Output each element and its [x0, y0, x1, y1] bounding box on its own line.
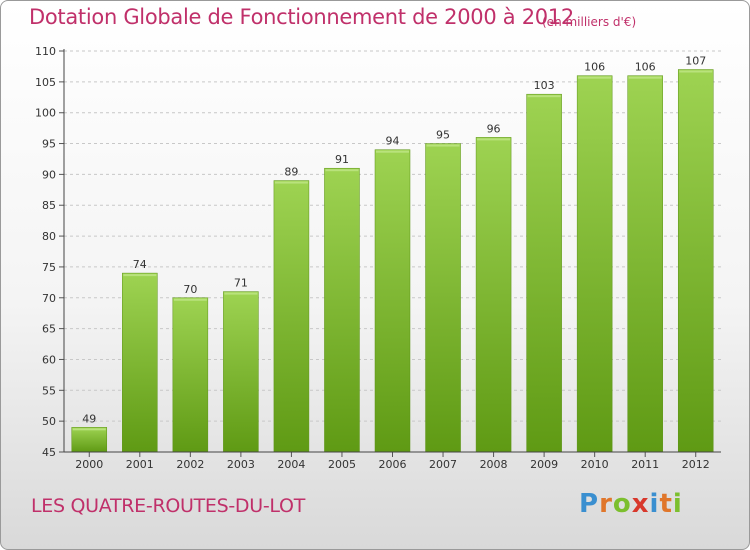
bar-2006 — [374, 149, 411, 453]
value-label: 95 — [436, 129, 450, 142]
bar-highlight — [578, 76, 612, 79]
y-tick-label: 95 — [42, 138, 56, 151]
bar-2012 — [677, 69, 714, 453]
bar-highlight — [224, 292, 258, 295]
value-label: 70 — [183, 283, 197, 296]
y-tick-label: 65 — [42, 323, 56, 336]
value-label: 49 — [82, 412, 96, 425]
bar-highlight — [376, 150, 409, 153]
y-tick-label: 45 — [42, 446, 56, 459]
bar-highlight — [679, 70, 713, 73]
y-tick-label: 80 — [42, 230, 56, 243]
value-label: 106 — [635, 61, 656, 74]
bar-2010 — [576, 75, 613, 453]
bar-2005 — [324, 167, 360, 453]
x-tick-label: 2000 — [75, 458, 103, 471]
value-label: 91 — [335, 153, 349, 166]
x-tick-label: 2002 — [176, 458, 204, 471]
x-tick-label: 2012 — [682, 458, 710, 471]
commune-name: LES QUATRE-ROUTES-DU-LOT — [31, 495, 305, 517]
bar-2007 — [425, 143, 461, 453]
y-tick-label: 70 — [42, 292, 56, 305]
proxiti-logo: Proxiti — [579, 489, 683, 519]
value-label: 106 — [584, 61, 605, 74]
bar-highlight — [527, 95, 561, 98]
bar-highlight — [173, 298, 207, 301]
y-tick-label: 90 — [42, 168, 56, 181]
bar-highlight — [426, 144, 460, 147]
bar-2008 — [475, 137, 512, 453]
bar-2011 — [627, 75, 663, 453]
chart-title: Dotation Globale de Fonctionnement de 20… — [29, 5, 574, 29]
bar-highlight — [274, 181, 308, 184]
x-tick-label: 2004 — [277, 458, 305, 471]
x-tick-label: 2006 — [379, 458, 407, 471]
y-tick-label: 55 — [42, 384, 56, 397]
bar-2003 — [223, 291, 259, 453]
x-tick-label: 2010 — [581, 458, 609, 471]
y-tick-label: 60 — [42, 353, 56, 366]
y-tick-label: 85 — [42, 199, 56, 212]
value-label: 103 — [534, 79, 555, 92]
x-tick-label: 2003 — [227, 458, 255, 471]
value-label: 96 — [487, 122, 501, 135]
x-tick-label: 2007 — [429, 458, 457, 471]
bar-highlight — [72, 428, 106, 431]
value-label: 94 — [386, 135, 400, 148]
y-tick-label: 110 — [35, 45, 56, 58]
y-tick-label: 100 — [35, 107, 56, 120]
bar-highlight — [325, 169, 359, 172]
value-label: 74 — [133, 258, 147, 271]
bar-2001 — [122, 272, 158, 453]
bar-2009 — [526, 93, 562, 453]
bar-highlight — [123, 274, 157, 277]
y-tick-label: 50 — [42, 415, 56, 428]
bar-2004 — [273, 180, 310, 453]
x-tick-label: 2005 — [328, 458, 356, 471]
bar-highlight — [477, 138, 511, 141]
value-label: 89 — [284, 166, 298, 179]
value-label: 107 — [685, 55, 706, 68]
value-label: 71 — [234, 277, 248, 290]
bar-highlight — [628, 76, 662, 79]
x-tick-label: 2001 — [126, 458, 154, 471]
y-tick-label: 75 — [42, 261, 56, 274]
chart-unit: (en milliers d'€) — [542, 15, 637, 29]
y-tick-label: 105 — [35, 76, 56, 89]
x-tick-label: 2011 — [631, 458, 659, 471]
bar-2000 — [71, 427, 108, 453]
x-tick-label: 2008 — [480, 458, 508, 471]
x-tick-label: 2009 — [530, 458, 558, 471]
bar-2002 — [172, 297, 209, 453]
